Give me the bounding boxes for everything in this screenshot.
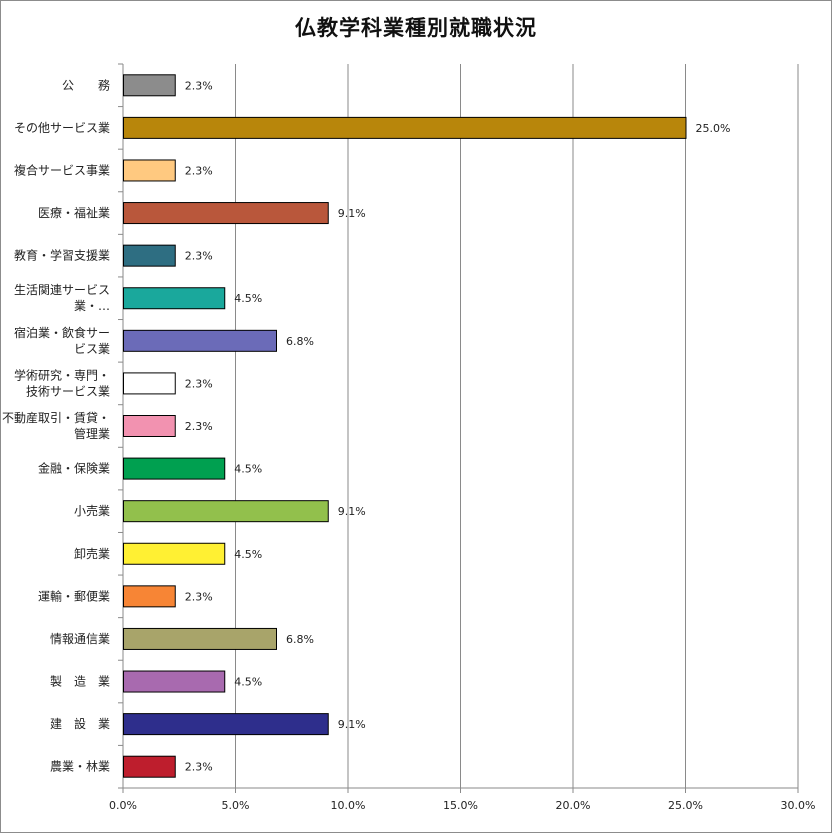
bar: [123, 202, 329, 225]
data-label: 2.3%: [185, 250, 213, 263]
bars: [123, 74, 687, 778]
data-label: 4.5%: [234, 463, 262, 476]
bar: [123, 287, 226, 310]
data-label: 4.5%: [234, 676, 262, 689]
data-label: 9.1%: [338, 505, 366, 518]
category-label: ビス業: [74, 342, 110, 356]
category-label: 教育・学習支援業: [14, 248, 110, 263]
bar: [123, 755, 176, 778]
bar: [123, 159, 176, 182]
x-tick-label: 25.0%: [668, 799, 703, 812]
bar: [123, 542, 226, 565]
data-label: 6.8%: [286, 633, 314, 646]
x-tick-label: 5.0%: [222, 799, 250, 812]
bar: [123, 116, 687, 139]
category-label: 学術研究・専門・: [14, 367, 110, 382]
data-label: 25.0%: [696, 122, 731, 135]
data-labels: 2.3% 25.0% 2.3% 9.1% 2.3% 4.5% 6.8% 2.3% 2.3% 4.5…: [185, 79, 731, 773]
data-label: 2.3%: [185, 377, 213, 390]
category-label: 医療・福祉業: [38, 205, 110, 220]
bar: [123, 713, 329, 736]
category-label: 業・…: [74, 299, 110, 313]
x-tick-label: 15.0%: [443, 799, 478, 812]
category-label: 管理業: [74, 426, 110, 441]
category-label: 技術サービス業: [26, 384, 110, 398]
data-label: 6.8%: [286, 335, 314, 348]
bar: [123, 244, 176, 267]
x-tick-label: 30.0%: [781, 799, 816, 812]
data-label: 2.3%: [185, 420, 213, 433]
category-label: 建 設 業: [50, 716, 110, 731]
chart-title: 仏教学科業種別就職状況: [295, 16, 537, 40]
data-label: 9.1%: [338, 207, 366, 220]
category-label: 運輸・郵便業: [38, 588, 110, 603]
data-label: 4.5%: [234, 292, 262, 305]
category-label: 金融・保険業: [38, 461, 110, 476]
category-label: 生活関連サービス: [14, 283, 110, 297]
category-label: 製 造 業: [50, 675, 110, 689]
bar: [123, 457, 226, 480]
category-label: 複合サービス事業: [14, 162, 110, 177]
grid-lines: [235, 64, 799, 788]
x-tick-label: 0.0%: [109, 799, 137, 812]
data-label: 2.3%: [185, 79, 213, 92]
bar: [123, 670, 226, 693]
category-label: 不動産取引・賃貸・: [2, 410, 110, 425]
category-label: 公 務: [62, 78, 110, 92]
data-label: 2.3%: [185, 761, 213, 774]
category-label: その他サービス業: [14, 121, 110, 135]
bar: [123, 74, 176, 97]
bar: [123, 372, 176, 395]
data-label: 4.5%: [234, 548, 262, 561]
bar: [123, 500, 329, 523]
data-label: 2.3%: [185, 164, 213, 177]
data-label: 2.3%: [185, 590, 213, 603]
category-label: 情報通信業: [50, 632, 110, 646]
data-label: 9.1%: [338, 718, 366, 731]
category-label: 卸売業: [74, 546, 110, 561]
bar: [123, 329, 277, 352]
category-label: 農業・林業: [50, 760, 110, 774]
x-tick-label: 20.0%: [556, 799, 591, 812]
category-label: 宿泊業・飲食サー: [14, 325, 110, 340]
category-label: 小売業: [74, 503, 110, 518]
x-tick-labels: 0.0% 5.0% 10.0% 15.0% 20.0% 25.0% 30.0%: [109, 799, 815, 812]
bar: [123, 585, 176, 608]
x-tick-label: 10.0%: [331, 799, 366, 812]
category-labels: 公 務その他サービス業複合サービス事業医療・福祉業教育・学習支援業生活関連サービ…: [2, 78, 110, 773]
bar: [123, 415, 176, 437]
bar: [123, 627, 277, 650]
